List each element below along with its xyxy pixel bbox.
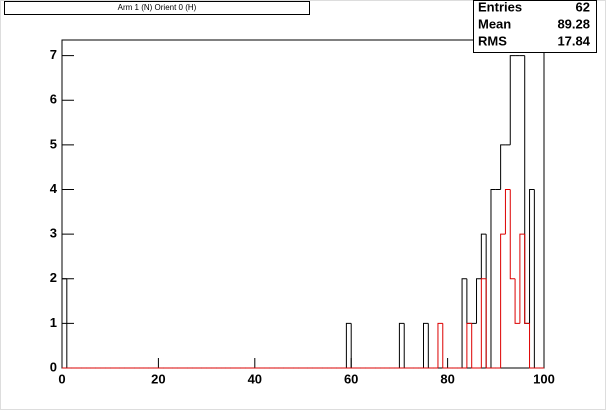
x-tick-label: 0 bbox=[58, 371, 65, 386]
histogram-bin bbox=[519, 233, 525, 324]
histogram-bin bbox=[480, 233, 487, 279]
histogram-bin bbox=[466, 322, 472, 368]
histogram-bin bbox=[509, 55, 516, 145]
y-tick-label: 0 bbox=[50, 359, 57, 374]
x-tick-label: 80 bbox=[440, 371, 454, 386]
stats-value: 17.84 bbox=[557, 33, 590, 48]
histogram-bin bbox=[529, 188, 535, 324]
y-tick-label: 3 bbox=[50, 226, 57, 241]
x-tick-label: 60 bbox=[344, 371, 358, 386]
x-tick-label: 100 bbox=[533, 371, 555, 386]
x-tick-label: 20 bbox=[151, 371, 165, 386]
y-tick-label: 7 bbox=[50, 47, 57, 62]
y-tick-label: 6 bbox=[50, 92, 57, 107]
chart-title: Arm 1 (N) Orient 0 (H) bbox=[118, 3, 197, 12]
stats-value: 89.28 bbox=[557, 16, 590, 31]
histogram-bin bbox=[485, 278, 491, 369]
histogram-bin bbox=[442, 323, 448, 369]
histogram-bin bbox=[398, 322, 405, 368]
stats-value: 62 bbox=[576, 0, 590, 14]
y-tick-label: 1 bbox=[50, 315, 57, 330]
histogram-bin bbox=[509, 189, 516, 280]
histogram-bin bbox=[61, 278, 67, 368]
histogram-bin bbox=[480, 278, 487, 368]
histogram-bin bbox=[461, 278, 467, 368]
frame bbox=[61, 39, 545, 369]
histogram-bin bbox=[500, 233, 506, 368]
x-tick-label: 40 bbox=[248, 371, 262, 386]
histogram-bin bbox=[504, 188, 511, 235]
histogram-bin bbox=[524, 234, 530, 324]
histogram-bin bbox=[437, 322, 443, 368]
stats-box bbox=[473, 0, 597, 53]
stats-label: RMS bbox=[478, 33, 507, 48]
histogram-bin bbox=[423, 322, 429, 368]
histogram-bin bbox=[476, 278, 482, 324]
y-tick-label: 4 bbox=[50, 181, 58, 196]
histogram-bin bbox=[490, 188, 496, 368]
title-box bbox=[4, 1, 310, 15]
y-tick-label: 2 bbox=[50, 270, 57, 285]
histogram-bin bbox=[514, 278, 520, 324]
stats-label: Entries bbox=[478, 0, 522, 14]
histogram-bin bbox=[529, 323, 535, 369]
histogram-bin bbox=[471, 323, 477, 369]
histogram-bin bbox=[345, 322, 352, 368]
stats-label: Mean bbox=[478, 16, 511, 31]
histogram-bin bbox=[500, 144, 506, 190]
y-tick-label: 5 bbox=[50, 136, 57, 151]
